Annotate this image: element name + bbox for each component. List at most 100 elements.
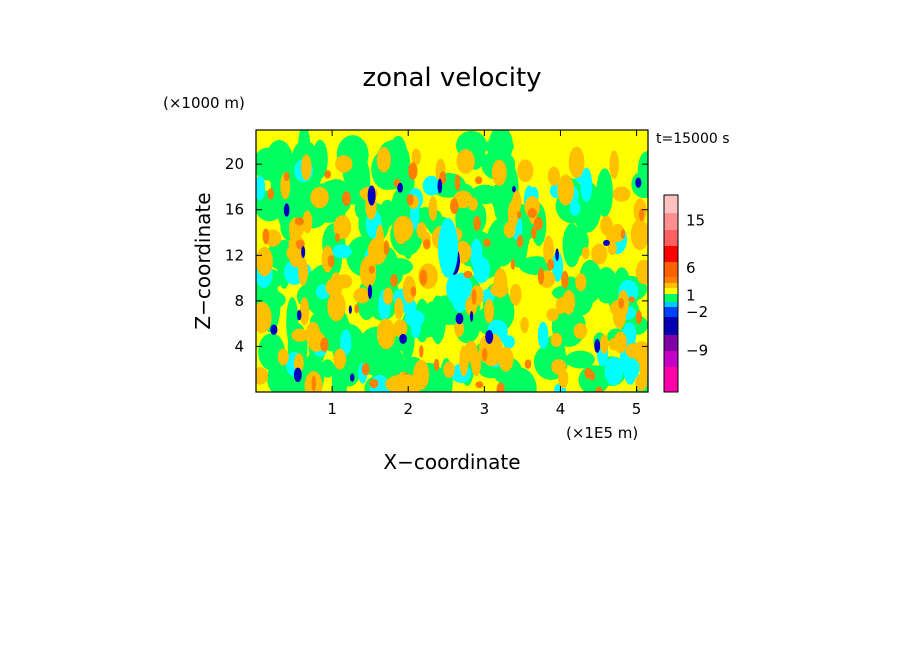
contour-blob [402,275,416,304]
contour-blob [474,176,483,185]
contour-blob [568,146,585,179]
contour-feature [456,278,463,307]
contour-blob [547,166,560,186]
contour-blob [367,237,388,265]
contour-blob [483,238,491,247]
contour-blob [311,375,316,392]
contour-blob [471,289,477,305]
contour-blob [572,181,602,233]
contour-blob [296,309,302,321]
y-tick-label: 16 [225,201,244,219]
contour-blob [604,356,624,386]
y-tick-label: 20 [225,155,244,173]
contour-blob [628,296,635,303]
contour-blob [394,297,404,320]
contour-blob [638,208,645,222]
contour-blob [376,318,396,350]
contour-blob [383,287,394,305]
contour-blob [369,378,379,389]
contour-blob [594,338,601,353]
contour-blob [419,345,424,358]
contour-blob [293,367,302,383]
contour-blob [333,348,347,370]
contour-blob [531,226,537,240]
contour-blob [283,203,290,217]
contour-blob [562,289,576,315]
colorbar-segment [664,195,678,213]
contour-blob [493,268,508,299]
contour-blob [546,308,559,322]
contour-blob [299,297,310,326]
contour-blob [581,246,590,259]
contour-blob [306,321,320,341]
contour-blob [327,254,335,268]
contour-blob [455,312,464,325]
contour-blob [603,239,610,247]
colorbar-segment [664,367,678,392]
colorbar-segment [664,351,678,367]
contour-blob [391,188,410,224]
contour-blob [443,361,455,378]
contour-blob [335,155,353,173]
contour-blob [324,170,332,179]
contour-feature [367,185,376,206]
contour-blob [464,340,478,364]
contour-blob [533,216,543,231]
contour-blob [454,174,461,191]
contour-blob [635,177,642,188]
contour-blob [550,332,563,348]
contour-blob [496,382,505,392]
contour-blob [267,188,274,200]
contour-blob [612,186,631,202]
contour-blob [379,155,390,170]
contour-blob [524,359,532,369]
contour-blob [510,259,516,270]
contour-blob [332,244,352,259]
contour-blob [503,221,516,239]
contour-blob [301,245,306,259]
contour-blob [537,267,545,285]
contour-blob [359,255,377,288]
contour-blob [348,305,352,314]
contour-blob [595,386,603,392]
contour-blob [368,265,375,274]
colorbar-segment [664,262,678,277]
contour-blob [393,215,414,242]
x-tick-label: 3 [480,400,490,418]
contour-blob [433,358,440,371]
contour-blob [411,148,421,166]
x-tick-label: 1 [327,400,337,418]
colorbar-segment [664,294,678,302]
contour-blob [256,301,272,334]
contour-blob [463,278,473,295]
contour-blob [557,174,575,206]
contour-blob [475,381,484,389]
colorbar-tick-label: −2 [686,303,708,321]
contour-blob [293,353,304,373]
colorbar-segment [664,277,678,283]
contour-blob [454,320,464,337]
x-unit-label: (×1E5 m) [566,424,638,442]
colorbar-tick-label: 15 [686,212,705,230]
contour-blob [600,215,613,236]
colorbar-segment [664,230,678,246]
contour-blob [520,316,529,334]
contour-blob [340,329,352,356]
y-tick-label: 4 [234,337,244,355]
contour-blob [558,368,569,389]
contour-blob [410,316,421,339]
contour-blob [469,311,474,322]
y-axis-label: Z−coordinate [191,192,215,329]
contour-blob [361,363,370,376]
colorbar-segment [664,302,678,307]
contour-blob [537,321,549,349]
contour-blob [419,269,428,286]
contour-field [256,130,648,392]
contour-blob [390,274,398,287]
contour-blob [336,274,353,289]
x-tick-label: 2 [403,400,413,418]
contour-blob [561,270,569,289]
contour-blob [283,171,290,181]
y-tick-label: 8 [234,292,244,310]
contour-blob [367,284,373,299]
